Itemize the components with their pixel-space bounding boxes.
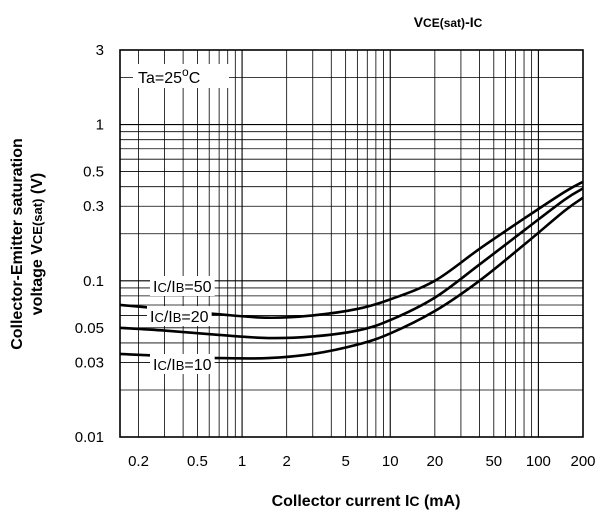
- series-line-1: [119, 180, 584, 320]
- annotation-background: [133, 64, 229, 88]
- y-axis-label-line1: Collector-Emitter saturation: [9, 138, 26, 350]
- x-tick-label: 50: [485, 453, 502, 470]
- x-tick-label: 0.5: [187, 453, 208, 470]
- x-tick-labels: 0.2 0.5 1 2 5 10 20 50 100 200: [128, 453, 595, 470]
- y-axis-label-line2: voltage VCE(sat) (V): [29, 173, 46, 315]
- temperature-annotation: Ta=25oC: [138, 65, 200, 87]
- chart-title-tail-sub: C: [474, 16, 483, 30]
- curve-label-background: [150, 354, 215, 374]
- x-tick-label: 0.2: [128, 453, 149, 470]
- curves: [119, 180, 584, 360]
- x-tick-label: 1: [238, 453, 246, 470]
- y-tick-label: 0.01: [75, 429, 104, 446]
- series-line-3: [119, 196, 584, 360]
- x-tick-label: 100: [526, 453, 551, 470]
- series-label-3: IC/IB=10: [153, 357, 212, 374]
- y-tick-label: 0.05: [75, 320, 104, 337]
- curve-labels: IC/IB=50 IC/IB=20 IC/IB=10: [147, 276, 215, 374]
- y-tick-label: 0.1: [83, 273, 104, 290]
- annotation-sup: o: [182, 65, 189, 79]
- y-axis-label-line2-tail: (V): [29, 173, 46, 199]
- curve-label-background: [150, 276, 215, 296]
- x-tick-label: 2: [283, 453, 291, 470]
- chart-title: VCE(sat)-IC: [414, 14, 483, 30]
- x-tick-label: 20: [426, 453, 443, 470]
- plot-frame: [119, 49, 584, 438]
- y-tick-label: 1: [96, 117, 104, 134]
- chart-title-sub: CE(sat): [423, 16, 465, 30]
- y-tick-label: 3: [96, 42, 104, 59]
- annotation-post: C: [189, 70, 201, 87]
- x-axis-label: Collector current IC (mA): [272, 493, 461, 510]
- grid: [120, 50, 583, 437]
- x-axis-label-sub: C: [409, 493, 419, 509]
- y-axis-label-line2-pre: voltage V: [29, 244, 46, 315]
- x-tick-label: 5: [341, 453, 349, 470]
- y-axis-label-line2-sub: CE(sat): [30, 199, 45, 245]
- annotation-pre: Ta=25: [138, 70, 182, 87]
- x-axis-label-tail: (mA): [420, 493, 461, 510]
- chart-title-tail: -I: [465, 14, 474, 30]
- x-tick-label: 200: [570, 453, 595, 470]
- curve-label-background: [147, 306, 212, 326]
- x-axis-label-text: Collector current I: [272, 493, 410, 510]
- y-axis-label-line1-text: Collector-Emitter saturation: [9, 138, 26, 350]
- series-label-1: IC/IB=50: [153, 279, 212, 296]
- series-label-2: IC/IB=20: [150, 309, 209, 326]
- x-tick-label: 10: [382, 453, 399, 470]
- chart-title-main: V: [414, 14, 424, 30]
- y-tick-label: 0.03: [75, 354, 104, 371]
- y-tick-label: 0.3: [83, 198, 104, 215]
- y-tick-labels: 0.01 0.03 0.05 0.1 0.3 0.5 1 3: [75, 42, 104, 446]
- series-line-2: [119, 187, 584, 340]
- y-tick-label: 0.5: [83, 164, 104, 181]
